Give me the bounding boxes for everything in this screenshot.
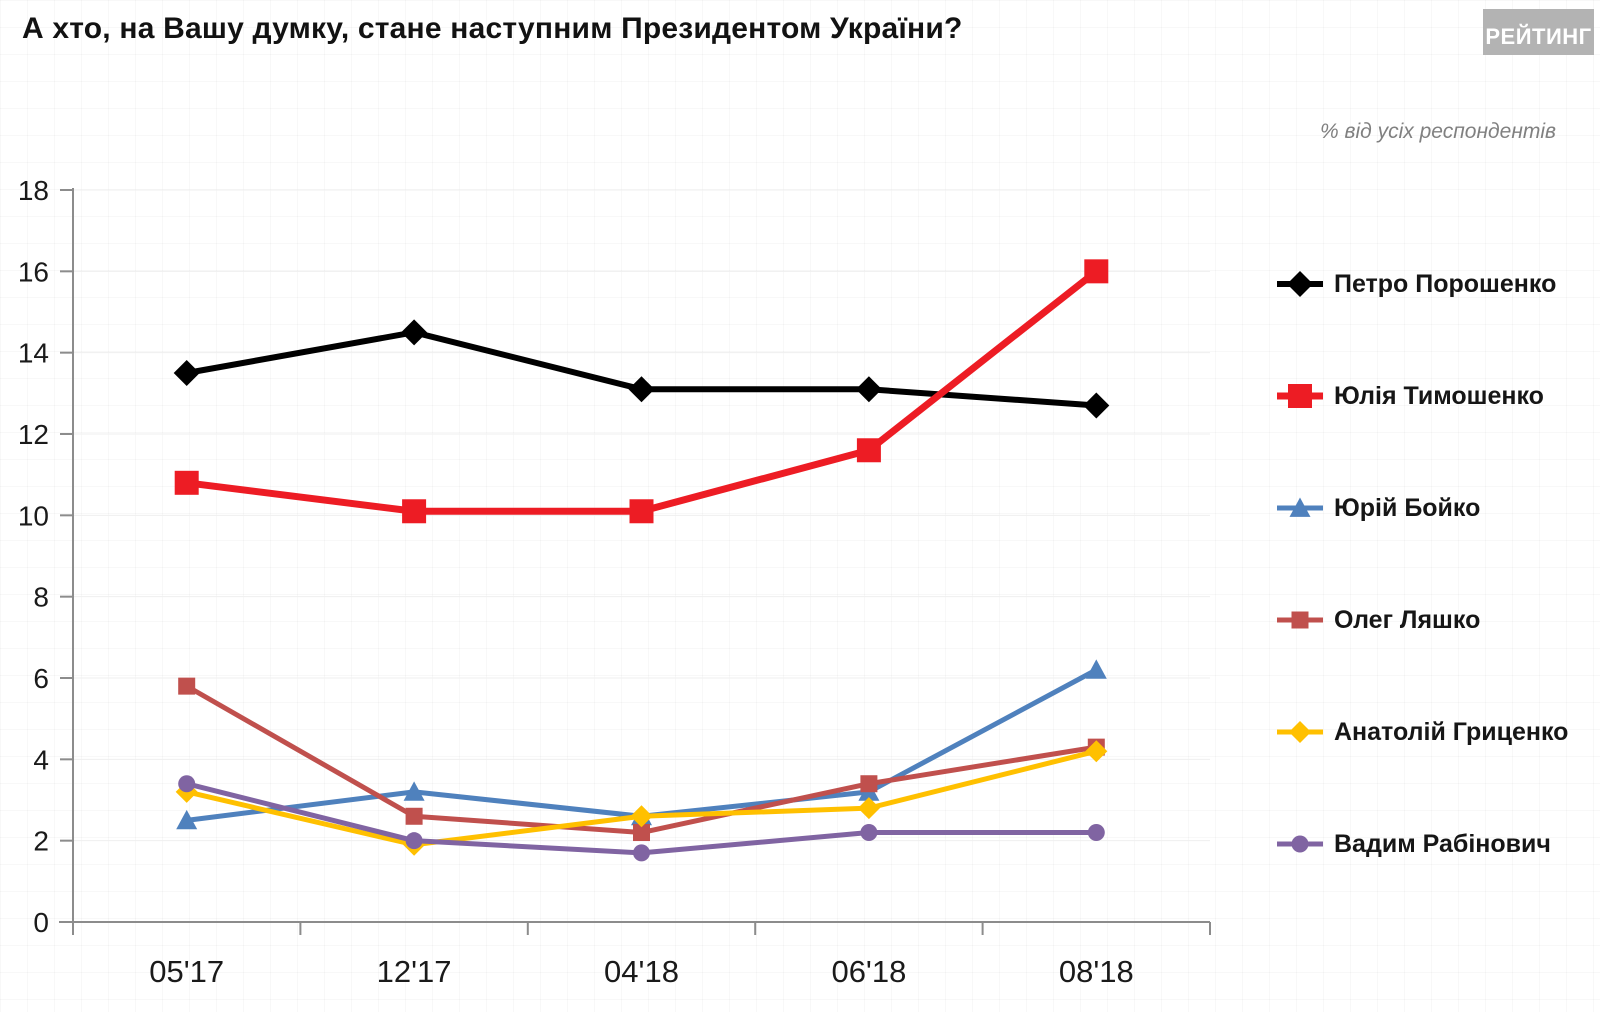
legend-label: Анатолій Гриценко (1334, 717, 1569, 746)
legend-item-1: Юлія Тимошенко (1277, 380, 1544, 412)
legend-item-0: Петро Порошенко (1277, 268, 1556, 300)
legend-marker-swatch (1277, 497, 1323, 517)
square-marker-icon (1291, 611, 1309, 629)
y-tick-label: 8 (33, 582, 49, 613)
y-tick-label: 0 (33, 907, 49, 938)
legend-label: Олег Ляшко (1334, 605, 1481, 634)
diamond-marker-icon (1289, 721, 1311, 743)
page-title: А хто, на Вашу думку, стане наступним Пр… (22, 12, 963, 45)
legend-label: Вадим Рабінович (1334, 829, 1551, 858)
series-5 (178, 775, 1105, 862)
diamond-marker-icon (1085, 740, 1108, 763)
square-marker-icon (856, 438, 881, 463)
y-tick-label: 6 (33, 663, 49, 694)
y-tick-label: 2 (33, 826, 49, 857)
respondents-note: % від усіх респондентів (1320, 120, 1556, 143)
square-marker-icon (629, 499, 654, 524)
circle-marker-icon (1291, 835, 1309, 853)
legend-marker-swatch (1277, 835, 1323, 853)
series-1 (174, 259, 1109, 524)
triangle-marker-icon (1289, 497, 1311, 517)
y-tick-label: 14 (18, 338, 49, 369)
series-2 (176, 659, 1107, 830)
diamond-marker-icon (173, 360, 200, 386)
diamond-marker-icon (630, 805, 653, 828)
series-3 (178, 677, 1105, 842)
square-marker-icon (860, 775, 878, 793)
legend-marker-swatch (1277, 721, 1323, 743)
legend-marker-swatch (1277, 384, 1323, 408)
diamond-marker-icon (1083, 392, 1110, 419)
legend-label: Юрій Бойко (1334, 493, 1481, 522)
square-marker-icon (633, 824, 650, 842)
legend-item-5: Вадим Рабінович (1277, 828, 1551, 860)
circle-marker-icon (405, 832, 423, 850)
triangle-marker-icon (403, 781, 425, 801)
legend-item-3: Олег Ляшко (1277, 604, 1480, 636)
y-tick-label: 16 (18, 256, 49, 287)
y-tick-label: 18 (18, 175, 49, 206)
circle-marker-icon (633, 844, 650, 862)
legend-label: Петро Порошенко (1334, 269, 1557, 298)
x-tick-label: 12'17 (377, 954, 452, 989)
x-tick-label: 05'17 (149, 954, 224, 989)
square-marker-icon (1288, 384, 1312, 408)
legend-marker-swatch (1277, 271, 1323, 297)
legend-label: Юлія Тимошенко (1334, 381, 1544, 410)
y-tick-label: 10 (18, 500, 49, 531)
circle-marker-icon (860, 824, 878, 842)
legend-marker-swatch (1277, 611, 1323, 629)
square-marker-icon (402, 499, 427, 524)
square-marker-icon (1084, 259, 1109, 284)
diamond-marker-icon (857, 797, 880, 820)
square-marker-icon (178, 677, 196, 695)
diamond-marker-icon (628, 376, 655, 403)
legend-item-4: Анатолій Гриценко (1277, 716, 1568, 748)
diamond-marker-icon (855, 376, 882, 403)
y-tick-label: 12 (18, 419, 49, 450)
diamond-marker-icon (1287, 271, 1313, 297)
x-tick-label: 04'18 (604, 954, 679, 989)
series-line-2 (186, 667, 1098, 823)
circle-marker-icon (1087, 824, 1105, 842)
square-marker-icon (405, 807, 423, 825)
triangle-marker-icon (1085, 659, 1107, 679)
legend-item-2: Юрій Бойко (1277, 492, 1480, 524)
circle-marker-icon (178, 775, 196, 793)
x-tick-label: 06'18 (831, 954, 906, 989)
x-tick-label: 08'18 (1059, 954, 1134, 989)
diamond-marker-icon (401, 319, 428, 346)
rating-group-logo: РЕЙТИНГ (1483, 9, 1594, 55)
triangle-marker-icon (176, 809, 198, 830)
square-marker-icon (174, 470, 199, 495)
y-tick-label: 4 (33, 744, 49, 775)
